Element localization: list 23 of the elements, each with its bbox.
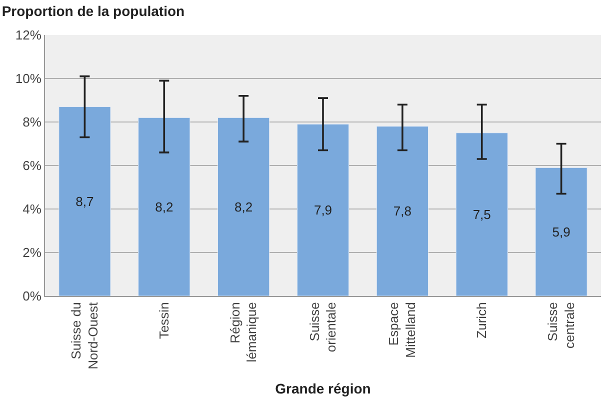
x-tick-label: Suisse du Nord-Ouest bbox=[68, 302, 100, 370]
x-tick-label: Suisse orientale bbox=[306, 302, 339, 352]
x-tick-label: Région lémanique bbox=[227, 302, 260, 362]
y-tick-label: 2% bbox=[22, 245, 42, 260]
data-label: 7,5 bbox=[472, 206, 491, 222]
y-tick-label: 6% bbox=[22, 158, 42, 174]
y-tick-label: 8% bbox=[22, 114, 42, 130]
x-tick-label: Suisse centrale bbox=[545, 302, 577, 348]
data-label: 7,8 bbox=[393, 204, 412, 219]
x-tick-label: Tessin bbox=[156, 302, 172, 340]
data-label: 7,9 bbox=[314, 202, 332, 218]
x-tick-label: Espace Mittelland bbox=[386, 302, 418, 358]
data-label: 8,2 bbox=[234, 199, 253, 214]
y-tick-label: 0% bbox=[22, 288, 42, 304]
x-tick-label: Zurich bbox=[474, 302, 490, 338]
x-axis-title: Grande région bbox=[275, 380, 371, 397]
y-tick-label: 4% bbox=[22, 202, 42, 217]
y-tick-label: 12% bbox=[15, 28, 42, 43]
chart-title: Proportion de la population bbox=[2, 2, 185, 19]
y-tick-label: 10% bbox=[15, 71, 42, 86]
data-label: 8,2 bbox=[155, 199, 174, 214]
data-label: 5,9 bbox=[552, 224, 570, 240]
data-label: 8,7 bbox=[76, 194, 94, 209]
